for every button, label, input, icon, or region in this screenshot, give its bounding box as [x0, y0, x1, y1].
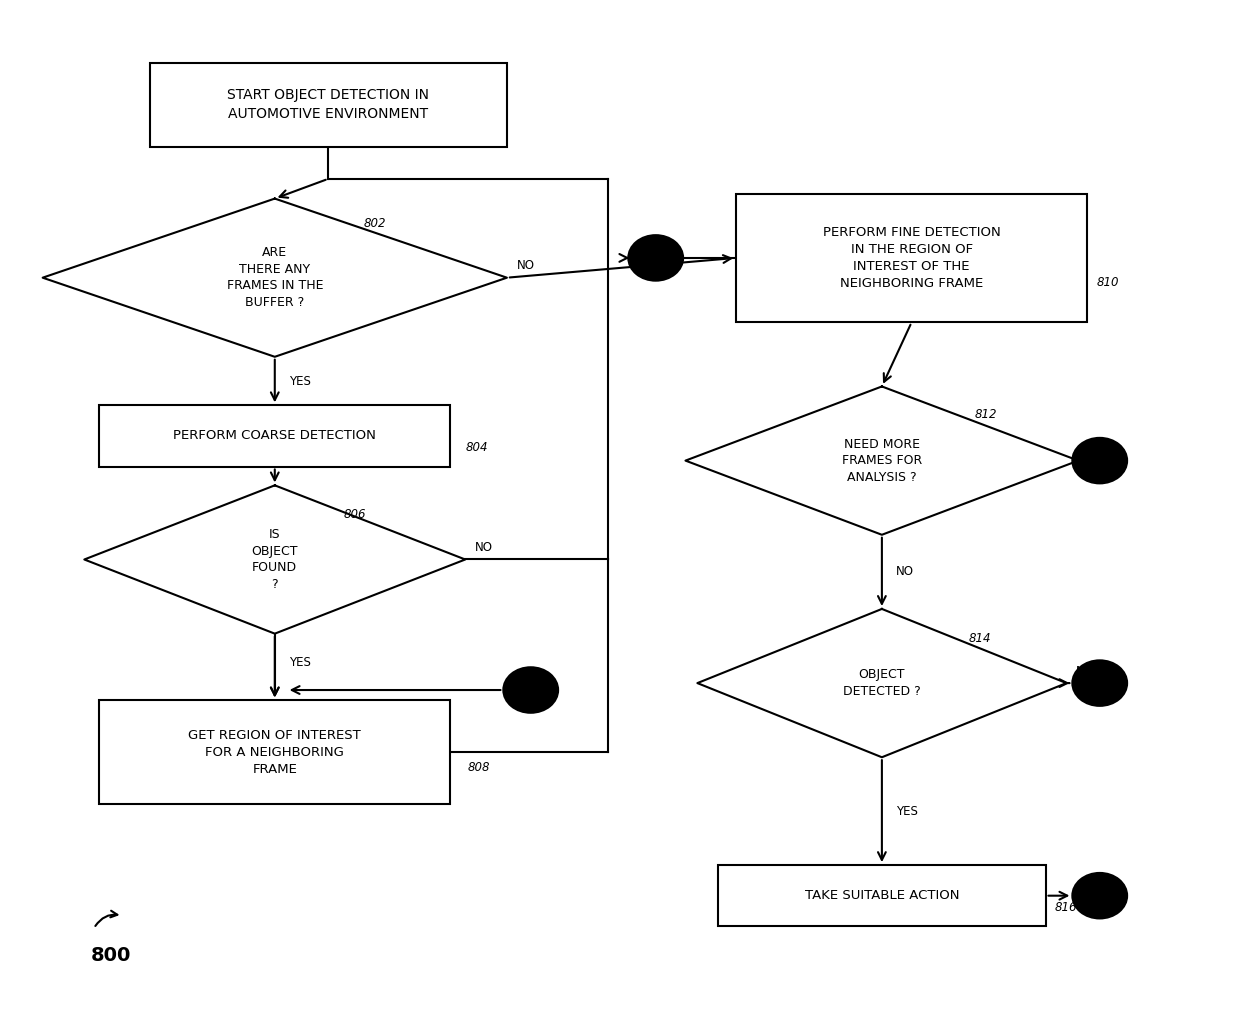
Text: 808: 808 [467, 760, 490, 774]
Text: B: B [651, 251, 661, 265]
FancyBboxPatch shape [99, 700, 450, 804]
Circle shape [1073, 438, 1127, 483]
FancyBboxPatch shape [150, 63, 507, 146]
Text: NO: NO [516, 260, 534, 272]
Text: IS
OBJECT
FOUND
?: IS OBJECT FOUND ? [252, 528, 298, 591]
Text: A: A [1095, 454, 1105, 468]
Text: YES: YES [289, 655, 311, 668]
Text: NEED MORE
FRAMES FOR
ANALYSIS ?: NEED MORE FRAMES FOR ANALYSIS ? [842, 438, 923, 484]
Circle shape [1073, 873, 1127, 919]
Text: PERFORM COARSE DETECTION: PERFORM COARSE DETECTION [174, 430, 376, 443]
FancyBboxPatch shape [99, 405, 450, 467]
Text: 806: 806 [343, 509, 366, 521]
FancyBboxPatch shape [718, 865, 1045, 926]
Text: B: B [1095, 677, 1105, 690]
Text: GET REGION OF INTEREST
FOR A NEIGHBORING
FRAME: GET REGION OF INTEREST FOR A NEIGHBORING… [188, 729, 361, 776]
Text: YES: YES [897, 804, 918, 818]
Text: A: A [526, 684, 536, 696]
Circle shape [1073, 660, 1127, 706]
Text: 802: 802 [365, 216, 387, 230]
Text: 812: 812 [975, 408, 997, 420]
Text: TAKE SUITABLE ACTION: TAKE SUITABLE ACTION [805, 889, 959, 902]
Text: OBJECT
DETECTED ?: OBJECT DETECTED ? [843, 668, 921, 698]
Text: YES: YES [289, 375, 311, 387]
Text: NO: NO [897, 565, 914, 579]
Text: 800: 800 [91, 946, 130, 964]
Text: 816: 816 [1054, 901, 1078, 914]
Text: NO: NO [1076, 664, 1094, 678]
Polygon shape [42, 199, 507, 356]
Text: START OBJECT DETECTION IN
AUTOMOTIVE ENVIRONMENT: START OBJECT DETECTION IN AUTOMOTIVE ENV… [227, 89, 429, 121]
Polygon shape [84, 485, 465, 633]
Circle shape [629, 235, 683, 280]
Text: ARE
THERE ANY
FRAMES IN THE
BUFFER ?: ARE THERE ANY FRAMES IN THE BUFFER ? [227, 246, 324, 309]
Text: 810: 810 [1096, 276, 1118, 289]
Text: B: B [1095, 889, 1105, 902]
Text: 814: 814 [968, 632, 991, 645]
Text: NO: NO [475, 541, 492, 554]
Polygon shape [697, 609, 1066, 757]
FancyBboxPatch shape [737, 194, 1087, 322]
Text: YES: YES [1087, 442, 1110, 455]
Circle shape [503, 667, 558, 713]
Text: 804: 804 [465, 441, 487, 454]
Text: PERFORM FINE DETECTION
IN THE REGION OF
INTEREST OF THE
NEIGHBORING FRAME: PERFORM FINE DETECTION IN THE REGION OF … [823, 226, 1001, 289]
Polygon shape [686, 386, 1079, 535]
